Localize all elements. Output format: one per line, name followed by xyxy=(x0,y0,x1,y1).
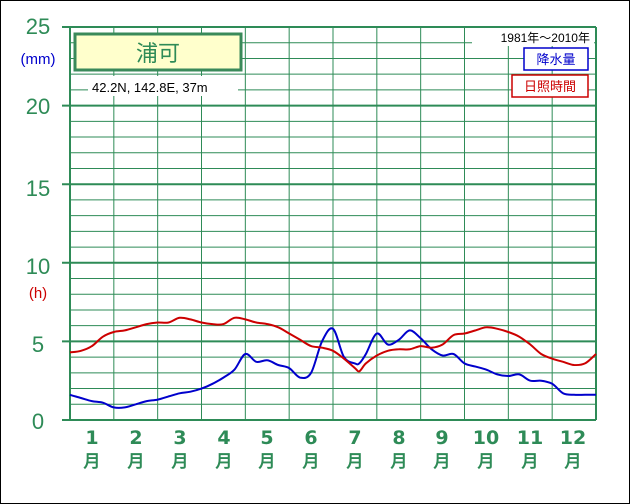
month-number: 12 xyxy=(560,427,586,449)
month-suffix: 月 xyxy=(346,452,364,472)
legend-sunshine-box xyxy=(511,74,589,98)
month-number: 1 xyxy=(85,427,98,449)
station-name-box xyxy=(73,32,243,72)
period-bg xyxy=(472,28,594,46)
ytick-label: 25 xyxy=(26,14,50,39)
sunshine-line xyxy=(69,316,597,373)
month-suffix: 月 xyxy=(302,452,320,472)
month-suffix: 月 xyxy=(390,452,408,472)
ytick-label: 15 xyxy=(26,176,50,201)
unit-precip: (mm) xyxy=(21,51,56,68)
period-label: 1981年〜2010年 xyxy=(501,31,590,45)
month-number: 7 xyxy=(348,427,361,449)
month-number: 2 xyxy=(129,427,142,449)
month-suffix: 月 xyxy=(521,452,539,472)
precipitation-line xyxy=(69,327,596,409)
month-labels: 1 2 3 4 5 6 7 8 9 10 11 12 月 月 月 月 月 月 月… xyxy=(83,427,587,472)
month-suffix: 月 xyxy=(171,452,189,472)
legend-precip: 降水量 xyxy=(536,53,575,68)
location-bg xyxy=(88,76,238,96)
ytick-label: 0 xyxy=(32,409,44,434)
location-label: 42.2N, 142.8E, 37m xyxy=(92,80,208,95)
month-number: 4 xyxy=(217,427,230,449)
month-suffix: 月 xyxy=(564,452,582,472)
month-suffix: 月 xyxy=(83,452,101,472)
month-number: 10 xyxy=(473,427,499,449)
month-suffix: 月 xyxy=(258,452,276,472)
month-suffix: 月 xyxy=(215,452,233,472)
month-number: 11 xyxy=(517,427,543,449)
series-layer xyxy=(69,316,597,409)
legend-sunshine: 日照時間 xyxy=(524,80,576,95)
legend-precip-box xyxy=(523,47,589,71)
station-name: 浦可 xyxy=(136,42,180,67)
month-number: 3 xyxy=(173,427,186,449)
month-suffix: 月 xyxy=(433,452,451,472)
month-number: 5 xyxy=(260,427,273,449)
month-number: 9 xyxy=(435,427,448,449)
month-number: 8 xyxy=(392,427,405,449)
month-suffix: 月 xyxy=(127,452,145,472)
ytick-label: 5 xyxy=(32,332,44,357)
unit-sunshine: (h) xyxy=(29,285,47,302)
ytick-label: 20 xyxy=(26,94,50,119)
ytick-label: 10 xyxy=(26,254,50,279)
month-suffix: 月 xyxy=(477,452,495,472)
month-number: 6 xyxy=(304,427,317,449)
